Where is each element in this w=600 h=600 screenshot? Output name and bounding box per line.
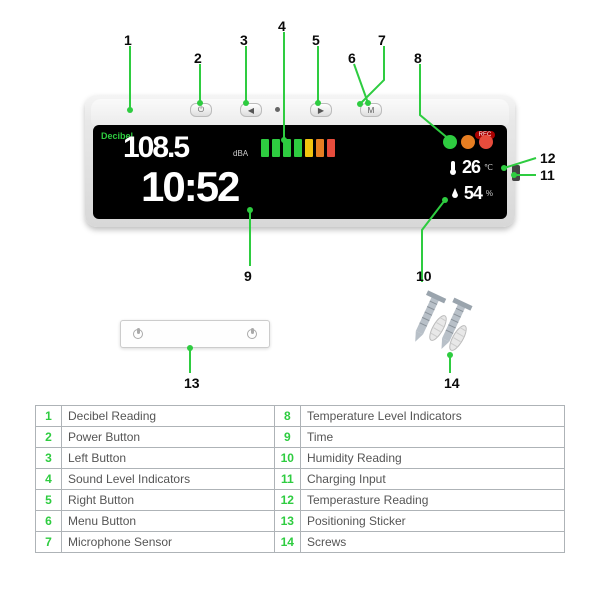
device-top-panel <box>91 99 509 125</box>
power-button[interactable]: ⏻ <box>190 103 212 117</box>
sound-bar <box>283 139 291 157</box>
legend-text: Sound Level Indicators <box>62 469 275 490</box>
callout-13: 13 <box>184 375 200 391</box>
screws-icon <box>400 290 500 360</box>
legend-text: Decibel Reading <box>62 406 275 427</box>
sound-bar <box>316 139 324 157</box>
thermometer-icon <box>448 161 458 175</box>
legend-num: 7 <box>36 532 62 553</box>
charging-port <box>512 165 520 181</box>
left-button[interactable]: ◀ <box>240 103 262 117</box>
callout-4: 4 <box>278 18 286 34</box>
legend-num: 9 <box>274 427 300 448</box>
legend-text: Right Button <box>62 490 275 511</box>
callout-11: 11 <box>540 167 555 183</box>
sound-bar <box>272 139 280 157</box>
legend-num: 1 <box>36 406 62 427</box>
menu-button[interactable]: M <box>360 103 382 117</box>
legend-text: Time <box>300 427 564 448</box>
time-reading: 10:52 <box>141 163 238 211</box>
callout-8: 8 <box>414 50 422 66</box>
right-button[interactable]: ▶ <box>310 103 332 117</box>
legend-num: 13 <box>274 511 300 532</box>
legend-text: Charging Input <box>300 469 564 490</box>
legend-num: 4 <box>36 469 62 490</box>
callout-5: 5 <box>312 32 320 48</box>
callout-12: 12 <box>540 150 556 166</box>
temperature-row: 26 ℃ <box>448 157 493 178</box>
temp-level-faces <box>443 135 493 149</box>
legend-text: Screws <box>300 532 564 553</box>
legend-text: Temperasture Reading <box>300 490 564 511</box>
decibel-unit: dBA <box>233 149 248 158</box>
legend-num: 5 <box>36 490 62 511</box>
legend-text: Humidity Reading <box>300 448 564 469</box>
legend-text: Menu Button <box>62 511 275 532</box>
legend-text: Positioning Sticker <box>300 511 564 532</box>
face-indicator <box>461 135 475 149</box>
legend-num: 2 <box>36 427 62 448</box>
face-indicator <box>479 135 493 149</box>
callout-14: 14 <box>444 375 460 391</box>
legend-num: 3 <box>36 448 62 469</box>
humidity-unit: % <box>486 189 493 198</box>
callout-2: 2 <box>194 50 202 66</box>
sticker-hole-right <box>247 329 257 339</box>
sticker-hole-left <box>133 329 143 339</box>
decibel-reading: 108.5 <box>123 131 188 165</box>
sound-level-bars <box>261 139 335 157</box>
legend-text: Left Button <box>62 448 275 469</box>
device-body: ⏻ ◀ ▶ M Decibel REC 108.5 dBA 10:52 26 ℃ 54… <box>85 95 515 227</box>
microphone-sensor <box>275 107 280 112</box>
temperature-value: 26 <box>462 157 480 178</box>
face-indicator <box>443 135 457 149</box>
legend-table: 1 Decibel Reading 8 Temperature Level In… <box>35 405 565 553</box>
droplet-icon <box>450 187 460 201</box>
legend-num: 14 <box>274 532 300 553</box>
callout-1: 1 <box>124 32 132 48</box>
legend-text: Power Button <box>62 427 275 448</box>
callout-6: 6 <box>348 50 356 66</box>
humidity-value: 54 <box>464 183 482 204</box>
legend-num: 12 <box>274 490 300 511</box>
legend-num: 10 <box>274 448 300 469</box>
callout-9: 9 <box>244 268 252 284</box>
legend-text: Temperature Level Indicators <box>300 406 564 427</box>
humidity-row: 54 % <box>450 183 493 204</box>
device-screen: Decibel REC 108.5 dBA 10:52 26 ℃ 54 % <box>93 125 507 219</box>
callout-10: 10 <box>416 268 432 284</box>
legend-num: 11 <box>274 469 300 490</box>
legend-text: Microphone Sensor <box>62 532 275 553</box>
callout-3: 3 <box>240 32 248 48</box>
sound-bar <box>261 139 269 157</box>
diagram-canvas: ⏻ ◀ ▶ M Decibel REC 108.5 dBA 10:52 26 ℃ 54… <box>0 0 600 600</box>
legend-num: 8 <box>274 406 300 427</box>
sound-bar <box>327 139 335 157</box>
legend-num: 6 <box>36 511 62 532</box>
positioning-sticker <box>120 320 270 348</box>
callout-7: 7 <box>378 32 386 48</box>
sound-bar <box>294 139 302 157</box>
temperature-unit: ℃ <box>484 163 493 172</box>
sound-bar <box>305 139 313 157</box>
